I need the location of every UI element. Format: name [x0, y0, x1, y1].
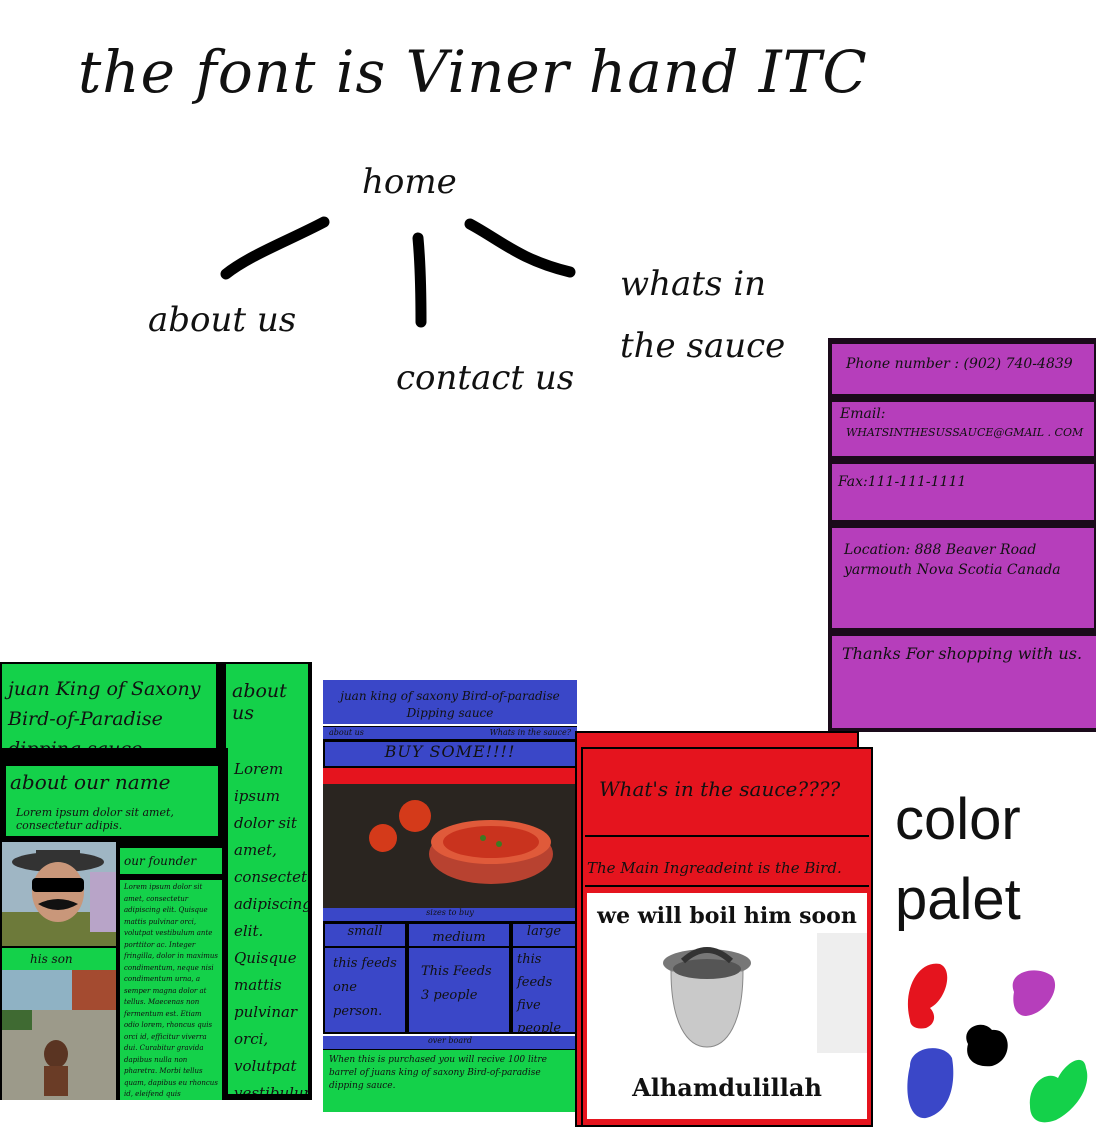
size-large: large: [513, 924, 575, 946]
page-title: the font is Viner hand ITC: [78, 38, 868, 106]
home-brand: juan king of saxony Bird-of-paradise Dip…: [323, 680, 577, 724]
home-nav: about us Whats in the sauce?: [323, 726, 577, 740]
size-small-desc: this feeds one person.: [325, 948, 405, 1032]
overboard-label: over board: [323, 1036, 577, 1050]
contact-email-value: WHATSINTHESUSSAUCE@GMAIL . COM: [846, 426, 1084, 439]
sitemap-contact: contact us: [396, 358, 575, 398]
swatch-red: [907, 963, 948, 1029]
meme-top-text: we will boil him soon: [597, 903, 857, 929]
overboard-text: When this is purchased you will recive 1…: [323, 1050, 577, 1112]
sizes-table: small medium large this feeds one person…: [323, 922, 577, 1034]
contact-location-line2: yarmouth Nova Scotia Canada: [844, 562, 1061, 578]
founder-image: [2, 842, 116, 946]
son-label: his son: [2, 948, 116, 970]
pot-image: [663, 947, 751, 1048]
son-photo: [2, 970, 116, 1100]
overboard-label-text: over board: [427, 1036, 473, 1045]
founder-label: our founder: [120, 848, 222, 874]
branch-about: [220, 216, 330, 280]
contact-email-label: Email:: [840, 406, 886, 422]
sitemap-about: about us: [148, 300, 297, 340]
palette-swatches: [907, 963, 1088, 1123]
home-nav-about[interactable]: about us: [329, 728, 364, 737]
home-red-band: [323, 768, 577, 784]
contact-phone: Phone number : (902) 740-4839: [832, 344, 1094, 394]
sauce-page-front: What's in the sauce???? The Main Ingread…: [581, 747, 873, 1127]
home-buy-button[interactable]: BUY SOME!!!!: [323, 740, 577, 768]
sitemap-sauce: whats in the sauce: [620, 264, 786, 366]
contact-location-line1: Location: 888 Beaver Road: [844, 542, 1037, 558]
about-name-section: about our name Lorem ipsum dolor sit ame…: [6, 766, 218, 836]
branch-sauce: [464, 218, 576, 278]
sauce-main-ingredient: The Main Ingreadeint is the Bird.: [585, 845, 869, 887]
meme-panel: we will boil him soon Alhamdulillah: [587, 893, 867, 1119]
sauce-page-mockup: What's in the sauce???? The Main Ingread…: [575, 731, 873, 1127]
palette-label: color palet: [895, 787, 1021, 932]
founder-photo: [2, 842, 116, 946]
meme-bottom-text: Alhamdulillah: [632, 1073, 822, 1102]
contact-location: Location: 888 Beaver Road yarmouth Nova …: [832, 528, 1094, 628]
size-medium-desc: This Feeds 3 people: [409, 948, 509, 1032]
sauce-photo: [323, 784, 577, 908]
about-side-text: Lorem ipsum dolor sit amet, consectetur …: [228, 746, 308, 1094]
size-medium: medium: [409, 924, 509, 946]
about-page-mockup: juan King of Saxony Bird-of-Paradise dip…: [0, 662, 312, 1100]
about-brand: juan King of Saxony Bird-of-Paradise dip…: [2, 664, 216, 748]
sauce-image: [323, 784, 577, 908]
size-small: small: [325, 924, 405, 946]
swatch-blue: [907, 1048, 954, 1119]
branch-contact: [412, 232, 427, 328]
swatch-black: [966, 1024, 1008, 1067]
sizes-label-text: sizes to buy: [426, 908, 474, 917]
size-large-desc: this feeds five people: [513, 948, 575, 1032]
contact-fax: Fax:111-111-1111: [832, 464, 1094, 520]
about-name-heading: about our name: [10, 770, 171, 794]
home-page-mockup: juan king of saxony Bird-of-paradise Dip…: [323, 680, 577, 1112]
about-name-text: Lorem ipsum dolor sit amet, consectetur …: [16, 806, 174, 832]
home-nav-sauce[interactable]: Whats in the sauce?: [489, 728, 571, 737]
swatch-green: [1029, 1059, 1088, 1123]
swatch-purple: [1012, 970, 1056, 1016]
about-nav[interactable]: about us: [226, 664, 308, 748]
founder-text: Lorem ipsum dolor sit amet, consectetur …: [120, 880, 222, 1100]
contact-email: Email: WHATSINTHESUSSAUCE@GMAIL . COM: [832, 402, 1094, 456]
son-image: [2, 970, 116, 1100]
sizes-label: sizes to buy: [323, 908, 577, 922]
meme-blur: [817, 933, 867, 1053]
contact-panel: Phone number : (902) 740-4839 Email: WHA…: [828, 338, 1096, 732]
contact-thanks: Thanks For shopping with us.: [832, 636, 1096, 728]
sitemap-home: home: [362, 162, 457, 202]
sauce-heading: What's in the sauce????: [585, 751, 869, 837]
